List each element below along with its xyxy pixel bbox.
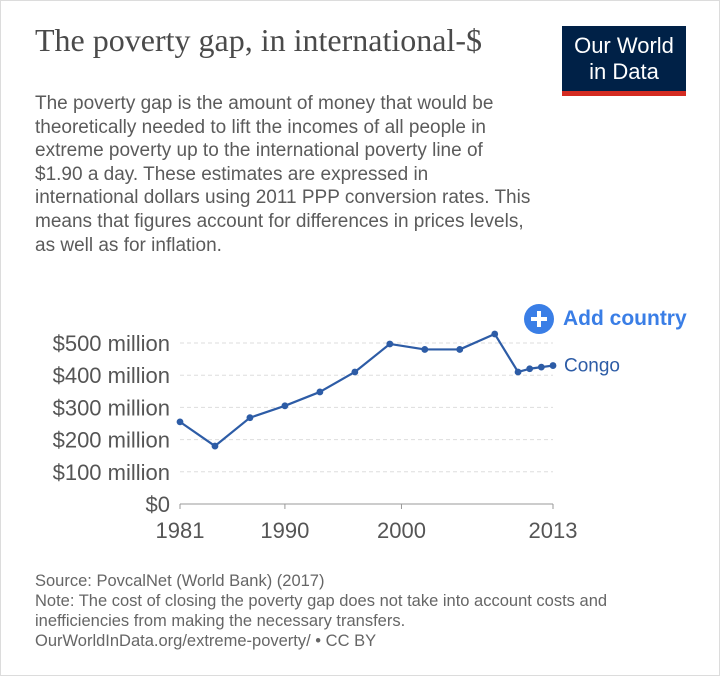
data-point: [421, 346, 429, 353]
data-point: [491, 330, 499, 338]
url-license-text[interactable]: OurWorldInData.org/extreme-poverty/ • CC…: [35, 632, 377, 650]
x-tick-label: 2000: [377, 518, 426, 543]
x-tick-label: 1981: [156, 518, 205, 543]
y-tick-label: $0: [146, 492, 170, 517]
chart-subtitle: The poverty gap is the amount of money t…: [35, 93, 531, 256]
y-tick-label: $500 million: [53, 331, 170, 356]
grid-lines: [180, 342, 553, 505]
y-axis-ticks: $0 $100 million $200 million $300 million $4…: [53, 331, 170, 517]
data-point: [549, 362, 557, 369]
data-point: [514, 368, 522, 376]
series-layer: Congo: [176, 330, 620, 450]
data-point: [211, 442, 219, 450]
add-country-label: Add country: [563, 307, 687, 330]
chart-footer: Source: PovcalNet (World Bank) (2017) No…: [35, 571, 675, 651]
chart-title: The poverty gap, in international-$: [35, 22, 482, 58]
data-point: [246, 414, 254, 422]
logo-line-1: Our World: [574, 33, 674, 58]
data-point: [281, 402, 289, 410]
data-point: [351, 368, 359, 376]
data-point: [386, 340, 394, 348]
logo-line-2: in Data: [589, 59, 659, 84]
x-axis-ticks: 1981 1990 2000 2013: [156, 504, 578, 543]
x-tick-label: 1990: [260, 518, 309, 543]
owid-logo[interactable]: Our World in Data: [562, 26, 686, 96]
x-tick-label: 2013: [529, 518, 578, 543]
data-point: [456, 346, 464, 353]
data-point: [316, 388, 324, 396]
note-text: Note: The cost of closing the poverty ga…: [35, 592, 608, 630]
y-tick-label: $200 million: [53, 428, 170, 453]
data-point: [176, 418, 184, 426]
data-point: [526, 365, 534, 373]
series-label-congo: Congo: [564, 356, 620, 377]
source-text: Source: PovcalNet (World Bank) (2017): [35, 572, 325, 590]
plus-circle-icon: [524, 304, 554, 334]
data-point: [537, 363, 545, 371]
add-country-button[interactable]: Add country: [524, 304, 687, 334]
y-tick-label: $300 million: [53, 395, 170, 420]
series-line: [179, 332, 554, 448]
y-tick-label: $400 million: [53, 363, 170, 388]
y-tick-label: $100 million: [53, 460, 170, 485]
